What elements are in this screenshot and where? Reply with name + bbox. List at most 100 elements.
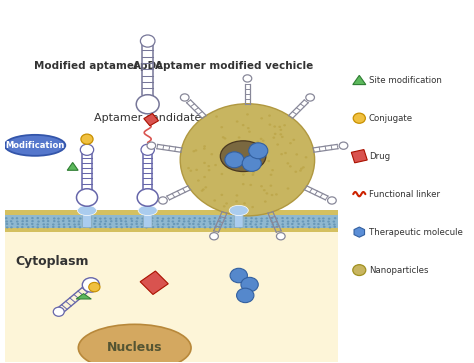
Circle shape: [214, 226, 217, 228]
Circle shape: [120, 226, 123, 228]
Circle shape: [93, 223, 96, 225]
Circle shape: [286, 162, 289, 164]
Circle shape: [264, 200, 267, 203]
Circle shape: [328, 197, 336, 204]
Circle shape: [313, 226, 316, 228]
Circle shape: [280, 129, 282, 131]
Circle shape: [202, 223, 205, 225]
Circle shape: [195, 169, 198, 171]
Ellipse shape: [5, 135, 65, 156]
Circle shape: [104, 220, 107, 222]
Circle shape: [141, 144, 155, 155]
Circle shape: [213, 220, 216, 223]
Ellipse shape: [229, 205, 248, 216]
Circle shape: [292, 139, 295, 141]
Circle shape: [218, 226, 221, 228]
Circle shape: [109, 217, 112, 220]
Polygon shape: [76, 294, 91, 299]
Circle shape: [215, 115, 218, 118]
Circle shape: [224, 223, 227, 225]
Circle shape: [151, 217, 154, 219]
Circle shape: [273, 125, 276, 128]
Circle shape: [115, 223, 118, 225]
Circle shape: [57, 217, 60, 220]
Circle shape: [208, 169, 210, 171]
Circle shape: [234, 226, 237, 228]
Circle shape: [225, 202, 228, 205]
Circle shape: [281, 136, 283, 138]
Circle shape: [289, 165, 292, 167]
Circle shape: [289, 142, 292, 144]
Circle shape: [203, 145, 206, 147]
Ellipse shape: [78, 324, 191, 363]
Circle shape: [209, 220, 211, 223]
Circle shape: [328, 223, 331, 225]
Circle shape: [5, 217, 8, 219]
Circle shape: [292, 220, 294, 223]
Circle shape: [16, 226, 19, 228]
Circle shape: [263, 189, 266, 191]
Circle shape: [271, 217, 273, 219]
Circle shape: [214, 164, 217, 166]
Bar: [5, 228, 338, 232]
Circle shape: [6, 226, 9, 228]
Circle shape: [250, 217, 253, 219]
Circle shape: [176, 223, 179, 225]
Circle shape: [76, 189, 98, 206]
Circle shape: [125, 217, 127, 219]
Circle shape: [296, 220, 299, 223]
Circle shape: [62, 220, 64, 222]
FancyBboxPatch shape: [235, 210, 243, 228]
Circle shape: [89, 282, 100, 292]
Circle shape: [280, 153, 283, 155]
Circle shape: [31, 220, 34, 222]
Circle shape: [140, 35, 155, 47]
Circle shape: [188, 223, 191, 225]
Circle shape: [223, 205, 226, 208]
Circle shape: [17, 223, 19, 225]
Circle shape: [208, 218, 211, 220]
Circle shape: [16, 217, 18, 219]
Circle shape: [53, 217, 55, 220]
Circle shape: [11, 217, 14, 219]
Circle shape: [42, 217, 45, 219]
Circle shape: [115, 226, 118, 228]
Circle shape: [249, 223, 252, 225]
Circle shape: [21, 226, 24, 228]
Circle shape: [276, 223, 279, 225]
Circle shape: [260, 185, 263, 187]
Circle shape: [58, 226, 60, 228]
Ellipse shape: [220, 141, 266, 172]
Circle shape: [88, 223, 91, 225]
Circle shape: [245, 220, 247, 222]
Circle shape: [302, 223, 305, 225]
Circle shape: [63, 223, 65, 225]
Circle shape: [229, 220, 232, 222]
Circle shape: [286, 217, 289, 219]
Circle shape: [152, 226, 155, 228]
Circle shape: [78, 223, 80, 225]
Circle shape: [188, 218, 191, 220]
Circle shape: [104, 223, 106, 225]
Circle shape: [203, 162, 206, 164]
Circle shape: [281, 217, 284, 219]
Circle shape: [140, 223, 143, 225]
Circle shape: [234, 223, 236, 225]
Circle shape: [275, 193, 278, 196]
Circle shape: [240, 223, 243, 225]
Circle shape: [162, 217, 164, 220]
Circle shape: [317, 223, 320, 225]
Circle shape: [125, 220, 127, 223]
Circle shape: [224, 226, 227, 228]
Circle shape: [297, 226, 299, 228]
Text: Functional linker: Functional linker: [369, 189, 440, 199]
Circle shape: [192, 150, 195, 152]
Circle shape: [317, 226, 320, 228]
Circle shape: [266, 223, 269, 225]
Text: ApDc: ApDc: [133, 61, 163, 71]
Circle shape: [119, 218, 122, 220]
Circle shape: [299, 170, 302, 172]
Text: Site modification: Site modification: [369, 76, 442, 85]
Circle shape: [79, 217, 82, 220]
Circle shape: [308, 226, 310, 228]
